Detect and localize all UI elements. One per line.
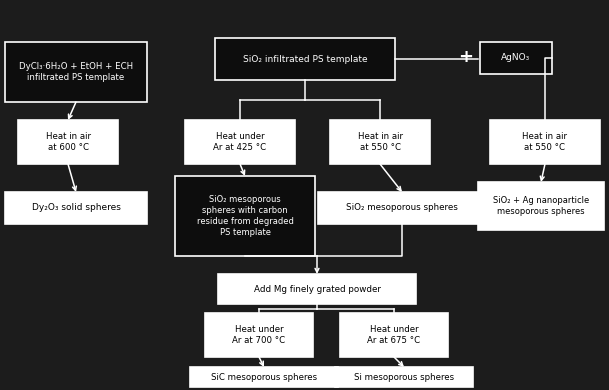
Text: Heat in air
at 550 °C: Heat in air at 550 °C: [523, 132, 568, 152]
Text: SiO₂ infiltrated PS template: SiO₂ infiltrated PS template: [243, 55, 367, 64]
FancyBboxPatch shape: [205, 313, 313, 357]
FancyBboxPatch shape: [318, 192, 486, 224]
FancyBboxPatch shape: [175, 176, 315, 256]
Text: Add Mg finely grated powder: Add Mg finely grated powder: [253, 284, 381, 294]
Text: Heat under
Ar at 675 °C: Heat under Ar at 675 °C: [367, 325, 421, 345]
Text: SiC mesoporous spheres: SiC mesoporous spheres: [211, 372, 317, 381]
FancyBboxPatch shape: [218, 274, 416, 304]
Text: Si mesoporous spheres: Si mesoporous spheres: [354, 372, 454, 381]
FancyBboxPatch shape: [190, 367, 338, 387]
Text: Heat in air
at 550 °C: Heat in air at 550 °C: [357, 132, 403, 152]
Text: SiO₂ + Ag nanoparticle
mesoporous spheres: SiO₂ + Ag nanoparticle mesoporous sphere…: [493, 196, 589, 216]
Text: AgNO₃: AgNO₃: [501, 53, 530, 62]
Text: Dy₂O₃ solid spheres: Dy₂O₃ solid spheres: [32, 204, 121, 213]
Text: DyCl₃·6H₂O + EtOH + ECH
infiltrated PS template: DyCl₃·6H₂O + EtOH + ECH infiltrated PS t…: [19, 62, 133, 82]
FancyBboxPatch shape: [5, 192, 147, 224]
FancyBboxPatch shape: [335, 367, 473, 387]
Text: SiO₂ mesoporous
spheres with carbon
residue from degraded
PS template: SiO₂ mesoporous spheres with carbon resi…: [197, 195, 294, 237]
FancyBboxPatch shape: [340, 313, 448, 357]
FancyBboxPatch shape: [490, 120, 600, 164]
FancyBboxPatch shape: [478, 182, 604, 230]
Text: SiO₂ mesoporous spheres: SiO₂ mesoporous spheres: [346, 204, 458, 213]
Text: Heat in air
at 600 °C: Heat in air at 600 °C: [46, 132, 91, 152]
FancyBboxPatch shape: [215, 38, 395, 80]
FancyBboxPatch shape: [5, 42, 147, 102]
Text: +: +: [459, 48, 474, 66]
FancyBboxPatch shape: [185, 120, 295, 164]
FancyBboxPatch shape: [18, 120, 118, 164]
FancyBboxPatch shape: [330, 120, 430, 164]
Text: Heat under
Ar at 425 °C: Heat under Ar at 425 °C: [213, 132, 267, 152]
Text: Heat under
Ar at 700 °C: Heat under Ar at 700 °C: [233, 325, 286, 345]
FancyBboxPatch shape: [480, 42, 552, 74]
